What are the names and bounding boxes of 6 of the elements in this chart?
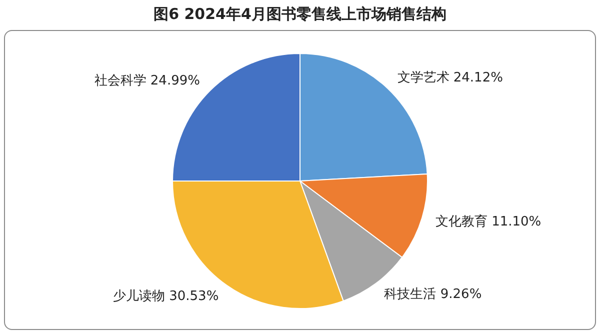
slice-label: 少儿读物 30.53%	[112, 289, 219, 304]
chart-title: 图6 2024年4月图书零售线上市场销售结构	[152, 4, 448, 25]
slice-label: 文化教育 11.10%	[435, 213, 542, 230]
slice-label: 科技生活 9.26%	[384, 287, 482, 302]
slice-label: 社会科学 24.99%	[94, 73, 200, 88]
slice-label: 文学艺术 24.12%	[397, 70, 503, 86]
